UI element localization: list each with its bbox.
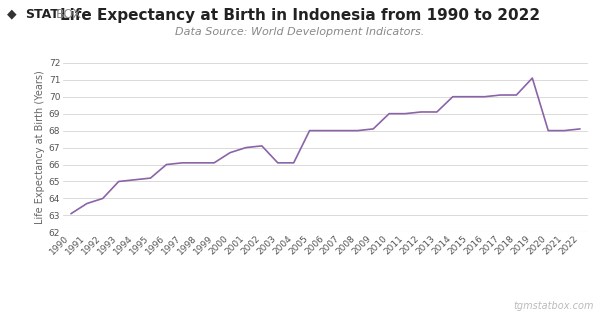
- Text: STAT: STAT: [25, 8, 59, 21]
- Text: BOX: BOX: [56, 8, 82, 21]
- Text: tgmstatbox.com: tgmstatbox.com: [514, 301, 594, 311]
- Y-axis label: Life Expectancy at Birth (Years): Life Expectancy at Birth (Years): [35, 71, 44, 225]
- Text: Data Source: World Development Indicators.: Data Source: World Development Indicator…: [175, 27, 425, 37]
- Text: ◆: ◆: [7, 8, 17, 21]
- Text: Life Expectancy at Birth in Indonesia from 1990 to 2022: Life Expectancy at Birth in Indonesia fr…: [60, 8, 540, 23]
